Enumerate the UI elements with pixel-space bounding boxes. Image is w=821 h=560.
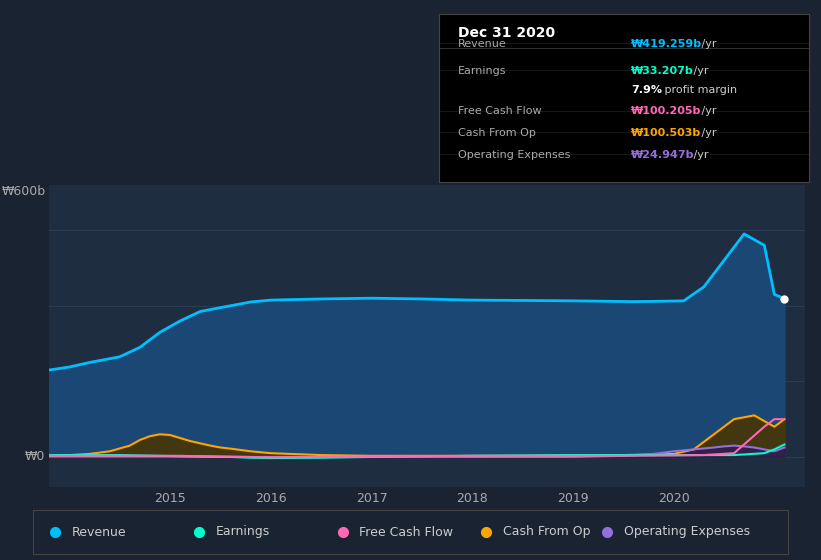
Text: Cash From Op: Cash From Op: [458, 128, 535, 138]
Text: ₩419.259b: ₩419.259b: [631, 39, 703, 49]
Text: Earnings: Earnings: [458, 66, 507, 76]
Text: Dec 31 2020: Dec 31 2020: [458, 26, 555, 40]
Text: Cash From Op: Cash From Op: [502, 525, 590, 539]
Text: ₩100.205b: ₩100.205b: [631, 106, 702, 116]
Text: Free Cash Flow: Free Cash Flow: [458, 106, 541, 116]
Text: Operating Expenses: Operating Expenses: [623, 525, 750, 539]
Text: ₩33.207b: ₩33.207b: [631, 66, 694, 76]
Text: /yr: /yr: [690, 66, 709, 76]
Text: /yr: /yr: [698, 128, 717, 138]
Text: ₩24.947b: ₩24.947b: [631, 150, 695, 160]
Text: Revenue: Revenue: [458, 39, 507, 49]
Text: profit margin: profit margin: [661, 85, 737, 95]
Text: /yr: /yr: [698, 106, 717, 116]
Text: Free Cash Flow: Free Cash Flow: [359, 525, 453, 539]
Text: Earnings: Earnings: [216, 525, 270, 539]
Text: Operating Expenses: Operating Expenses: [458, 150, 570, 160]
Text: ₩100.503b: ₩100.503b: [631, 128, 702, 138]
Text: ₩600b: ₩600b: [2, 185, 45, 198]
Text: Revenue: Revenue: [72, 525, 126, 539]
Text: /yr: /yr: [690, 150, 709, 160]
Text: /yr: /yr: [698, 39, 717, 49]
Text: 7.9%: 7.9%: [631, 85, 663, 95]
Text: ₩0: ₩0: [25, 450, 45, 464]
